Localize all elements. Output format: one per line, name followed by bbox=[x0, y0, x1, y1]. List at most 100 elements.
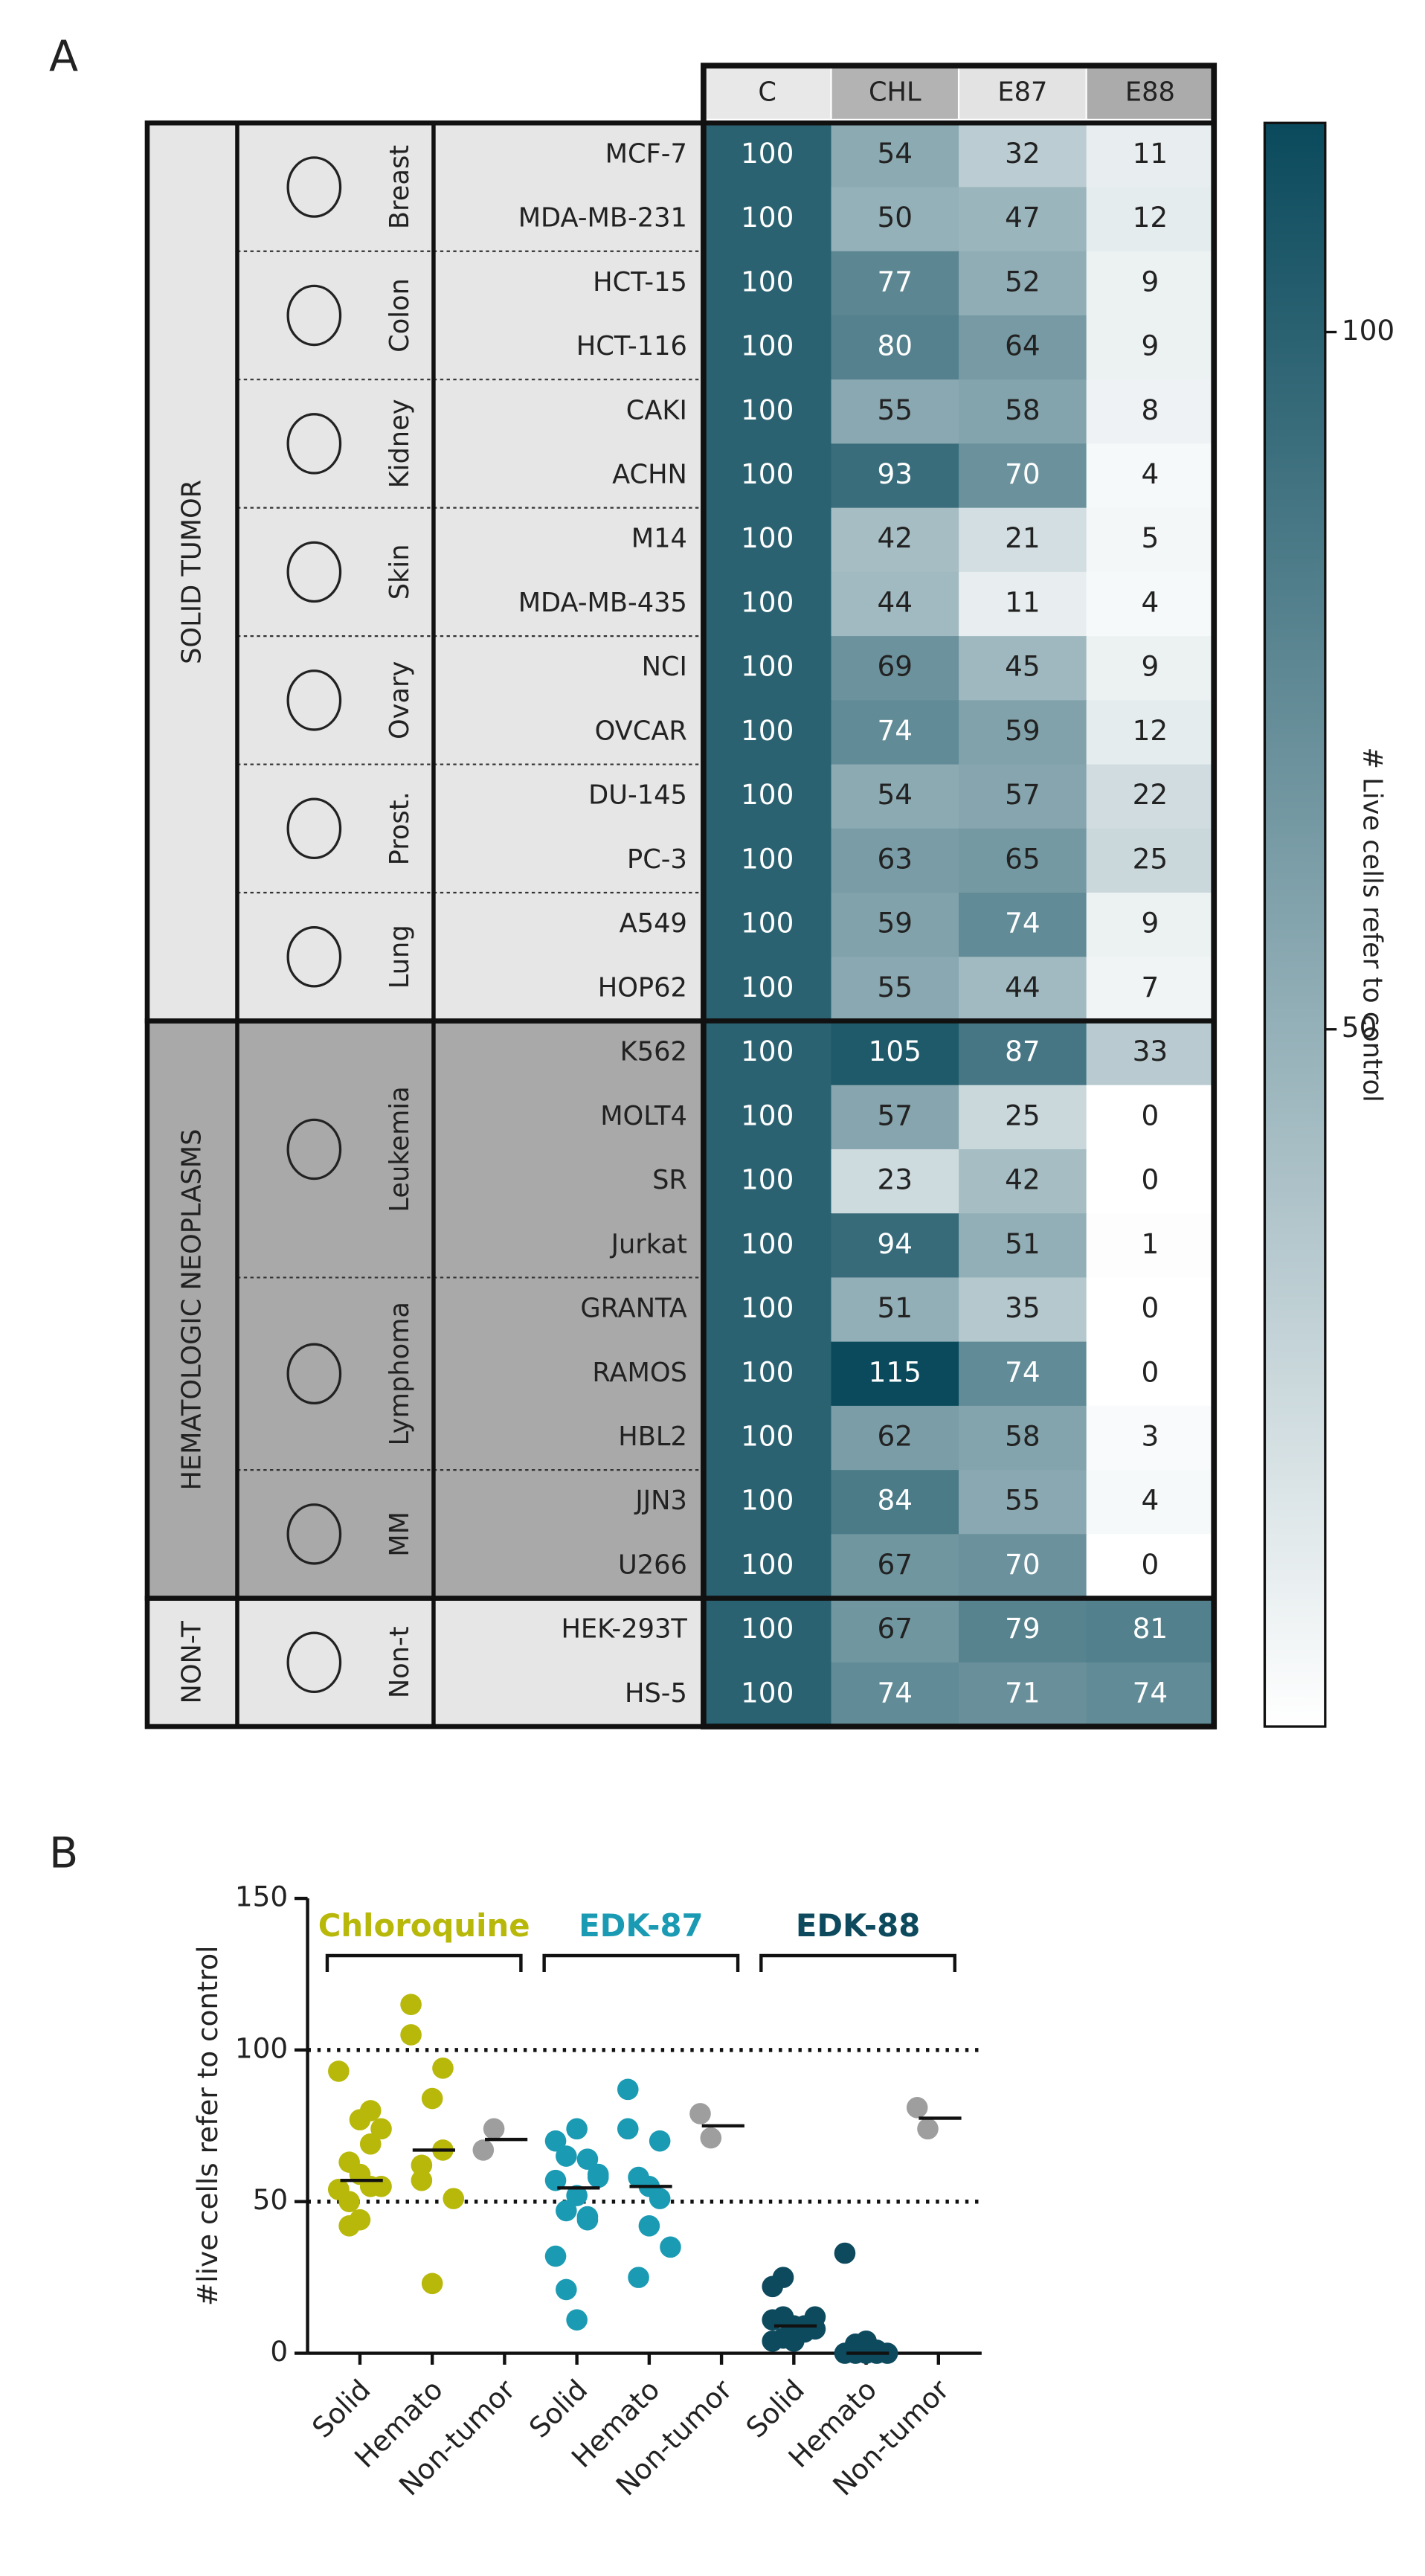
cell-value: 47 bbox=[1005, 201, 1040, 234]
heatmap-cell bbox=[703, 1213, 832, 1279]
data-point bbox=[917, 2118, 939, 2140]
cell-value: 58 bbox=[1005, 1419, 1040, 1452]
heatmap-cell bbox=[1086, 636, 1215, 701]
cell-value: 115 bbox=[869, 1355, 921, 1388]
heatmap-cell bbox=[831, 1213, 960, 1279]
heatmap-cell bbox=[831, 379, 960, 445]
data-point bbox=[483, 2118, 505, 2140]
cell-value: 100 bbox=[741, 137, 794, 170]
data-point bbox=[587, 2163, 609, 2185]
cell-value: 63 bbox=[877, 842, 913, 875]
cell-value: 100 bbox=[741, 650, 794, 683]
heatmap-cell bbox=[959, 1405, 1087, 1471]
heatmap-cell bbox=[831, 893, 960, 958]
cell-value: 100 bbox=[741, 1291, 794, 1324]
heatmap-cell bbox=[831, 1149, 960, 1215]
cell-value: 12 bbox=[1133, 714, 1168, 747]
heatmap-cell bbox=[959, 1470, 1087, 1535]
cell-line-name: PC-3 bbox=[627, 844, 687, 875]
heatmap-cell bbox=[959, 507, 1087, 573]
cell-value: 1 bbox=[1142, 1227, 1159, 1260]
heatmap-cell bbox=[831, 636, 960, 701]
cell-value: 32 bbox=[1005, 137, 1040, 170]
cell-value: 105 bbox=[869, 1035, 921, 1067]
heatmap-cell bbox=[1086, 1598, 1215, 1663]
heatmap-cell bbox=[703, 571, 832, 637]
cell-value: 57 bbox=[1005, 778, 1040, 811]
data-point bbox=[617, 2118, 639, 2140]
data-point bbox=[700, 2127, 722, 2149]
organ-name: Breast bbox=[385, 145, 415, 229]
cell-value: 74 bbox=[877, 1676, 913, 1709]
cell-line-name: MDA-MB-435 bbox=[518, 588, 687, 618]
cell-value: 71 bbox=[1005, 1676, 1040, 1709]
legend-label: Chloroquine bbox=[318, 1907, 530, 1944]
cell-line-name: K562 bbox=[620, 1037, 687, 1067]
data-point bbox=[660, 2236, 681, 2258]
cell-value: 62 bbox=[877, 1419, 913, 1452]
heatmap-cell bbox=[831, 123, 960, 188]
column-header: CHL bbox=[869, 77, 921, 108]
cell-value: 69 bbox=[877, 650, 913, 683]
cell-value: 70 bbox=[1005, 457, 1040, 490]
heatmap-cell bbox=[831, 957, 960, 1022]
cell-value: 100 bbox=[741, 1419, 794, 1452]
organ-name: Lung bbox=[385, 925, 415, 989]
cell-value: 9 bbox=[1142, 330, 1159, 362]
heatmap-cell bbox=[703, 123, 832, 188]
heatmap-cell bbox=[831, 315, 960, 381]
data-point bbox=[421, 2273, 443, 2295]
cell-value: 25 bbox=[1133, 842, 1168, 875]
cell-value: 55 bbox=[877, 971, 913, 1003]
cell-value: 4 bbox=[1142, 457, 1159, 490]
heatmap-cell bbox=[831, 764, 960, 829]
organ-name: Lymphoma bbox=[385, 1302, 415, 1445]
heatmap-cell bbox=[831, 1534, 960, 1599]
organ-icon bbox=[286, 1631, 342, 1694]
column-header: E88 bbox=[1125, 77, 1175, 108]
cell-line-name: OVCAR bbox=[595, 716, 687, 746]
cell-value: 100 bbox=[741, 1035, 794, 1067]
cell-value: 100 bbox=[741, 1099, 794, 1131]
cell-value: 54 bbox=[877, 137, 913, 170]
cell-value: 4 bbox=[1142, 1484, 1159, 1517]
organ-icon bbox=[286, 156, 342, 218]
group-name: HEMATOLOGIC NEOPLASMS bbox=[177, 1129, 208, 1491]
heatmap-cell bbox=[959, 379, 1087, 445]
heatmap-cell bbox=[959, 828, 1087, 894]
organ-name: Colon bbox=[385, 278, 415, 353]
organ-name: Kidney bbox=[385, 399, 415, 488]
heatmap-cell bbox=[831, 507, 960, 573]
cell-value: 100 bbox=[741, 1548, 794, 1581]
heatmap-cell bbox=[959, 443, 1087, 509]
cell-value: 50 bbox=[877, 201, 913, 234]
organ-name: Non-t bbox=[385, 1626, 415, 1698]
cell-value: 5 bbox=[1142, 521, 1159, 554]
cell-value: 55 bbox=[877, 394, 913, 426]
organ-icon bbox=[286, 926, 342, 988]
cell-value: 79 bbox=[1005, 1612, 1040, 1645]
cell-value: 100 bbox=[741, 265, 794, 298]
cell-line-name: HS-5 bbox=[625, 1678, 687, 1709]
cell-value: 67 bbox=[877, 1612, 913, 1645]
cell-value: 7 bbox=[1142, 971, 1159, 1003]
cell-line-name: DU-145 bbox=[588, 780, 687, 811]
cell-line-name: HBL2 bbox=[618, 1422, 687, 1452]
heatmap-cell bbox=[831, 1662, 960, 1728]
heatmap-cell bbox=[1086, 700, 1215, 765]
organ-name: Ovary bbox=[385, 661, 415, 739]
data-point bbox=[544, 2130, 567, 2152]
heatmap-cell bbox=[703, 1662, 832, 1728]
heatmap-cell bbox=[1086, 1662, 1215, 1728]
legend-label: EDK-88 bbox=[796, 1907, 920, 1944]
data-point bbox=[628, 2267, 649, 2288]
cell-value: 44 bbox=[1005, 971, 1040, 1003]
heatmap-cell bbox=[1086, 315, 1215, 381]
cell-value: 100 bbox=[741, 1355, 794, 1388]
cell-value: 25 bbox=[1005, 1099, 1040, 1131]
cell-line-name: MDA-MB-231 bbox=[518, 203, 687, 234]
heatmap-cell bbox=[703, 1149, 832, 1215]
cell-value: 0 bbox=[1142, 1163, 1159, 1196]
heatmap-cell bbox=[703, 1598, 832, 1663]
organ-icon bbox=[286, 1343, 342, 1405]
